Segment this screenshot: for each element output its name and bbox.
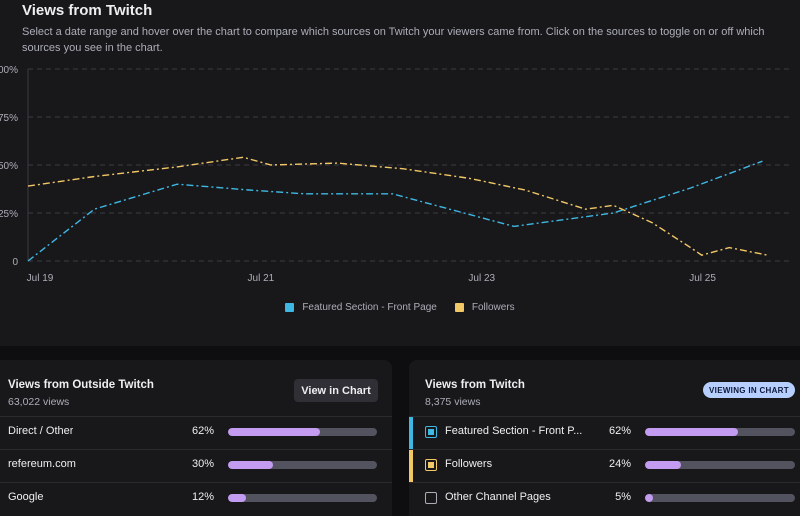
row-bar — [228, 494, 377, 502]
checkbox-unchecked[interactable] — [425, 492, 437, 504]
row-bar — [645, 428, 795, 436]
panel-subtitle-outside: 63,022 views — [8, 396, 70, 408]
table-row[interactable]: Followers 24% — [409, 449, 800, 482]
series-color-stripe — [409, 416, 413, 449]
row-bar-fill — [645, 494, 653, 502]
row-percent: 12% — [191, 491, 214, 503]
checkbox-checked[interactable] — [425, 459, 437, 471]
legend-item-featured[interactable]: Featured Section - Front Page — [285, 302, 437, 313]
row-bar-fill — [228, 428, 321, 436]
row-bar-fill — [645, 428, 738, 436]
page-title: Views from Twitch — [22, 2, 153, 19]
y-tick-label: 0 — [12, 257, 18, 268]
row-percent: 62% — [191, 425, 214, 437]
row-label: Followers — [445, 458, 493, 470]
table-row[interactable]: Other Channel Pages 5% — [409, 482, 800, 515]
table-row[interactable]: Google 12% — [0, 482, 392, 515]
y-tick-label: 100% — [0, 65, 18, 76]
row-bar — [228, 461, 377, 469]
table-row[interactable]: refereum.com 30% — [0, 449, 392, 482]
row-divider — [0, 449, 392, 450]
chart-legend: Featured Section - Front Page Followers — [0, 302, 800, 313]
row-bar-fill — [228, 461, 273, 469]
view-in-chart-button[interactable]: View in Chart — [294, 379, 378, 402]
panel-title-outside: Views from Outside Twitch — [8, 379, 154, 391]
row-bar — [645, 461, 795, 469]
row-bar — [645, 494, 795, 502]
row-label: Other Channel Pages — [445, 491, 551, 503]
row-label: refereum.com — [8, 458, 76, 470]
viewing-in-chart-badge: VIEWING IN CHART — [703, 382, 795, 398]
row-percent: 5% — [615, 491, 631, 503]
legend-swatch-followers — [454, 303, 464, 312]
row-percent: 30% — [191, 458, 214, 470]
series-line-followers — [27, 156, 769, 256]
chart-section: Views from Twitch Select a date range an… — [0, 0, 800, 346]
row-divider — [409, 449, 800, 450]
series-line-featured — [27, 160, 763, 262]
row-label: Direct / Other — [8, 425, 74, 437]
row-divider — [0, 482, 392, 483]
row-bar-fill — [645, 461, 681, 469]
row-divider — [409, 416, 800, 417]
row-divider — [0, 416, 392, 417]
line-chart[interactable]: 100% 75% 50% 25% 0 Jul 19 Jul 21 Jul 23 Jul 25 — [0, 0, 800, 300]
row-divider — [409, 482, 800, 483]
table-row[interactable]: Featured Section - Front P... 62% — [409, 416, 800, 449]
panel-subtitle-twitch: 8,375 views — [425, 396, 481, 408]
x-tick-label: Jul 25 — [689, 273, 716, 284]
panel-title-twitch: Views from Twitch — [425, 379, 525, 391]
x-tick-label: Jul 19 — [27, 273, 54, 284]
checkbox-checked[interactable] — [425, 426, 437, 438]
y-tick-label: 50% — [0, 161, 18, 172]
series-color-stripe — [409, 449, 413, 482]
x-tick-label: Jul 21 — [248, 273, 275, 284]
x-tick-label: Jul 23 — [468, 273, 495, 284]
legend-label-followers: Followers — [471, 302, 515, 313]
row-percent: 62% — [608, 425, 631, 437]
legend-item-followers[interactable]: Followers — [454, 302, 515, 313]
legend-label-featured: Featured Section - Front Page — [302, 302, 437, 313]
row-label: Featured Section - Front P... — [445, 425, 583, 437]
row-bar — [228, 428, 377, 436]
page-description: Select a date range and hover over the c… — [22, 26, 765, 54]
row-bar-fill — [228, 494, 246, 502]
row-label: Google — [8, 491, 44, 503]
y-tick-label: 25% — [0, 209, 18, 220]
legend-swatch-featured — [285, 303, 295, 312]
y-tick-label: 75% — [0, 113, 18, 124]
table-row[interactable]: Direct / Other 62% — [0, 416, 392, 449]
row-percent: 24% — [608, 458, 631, 470]
